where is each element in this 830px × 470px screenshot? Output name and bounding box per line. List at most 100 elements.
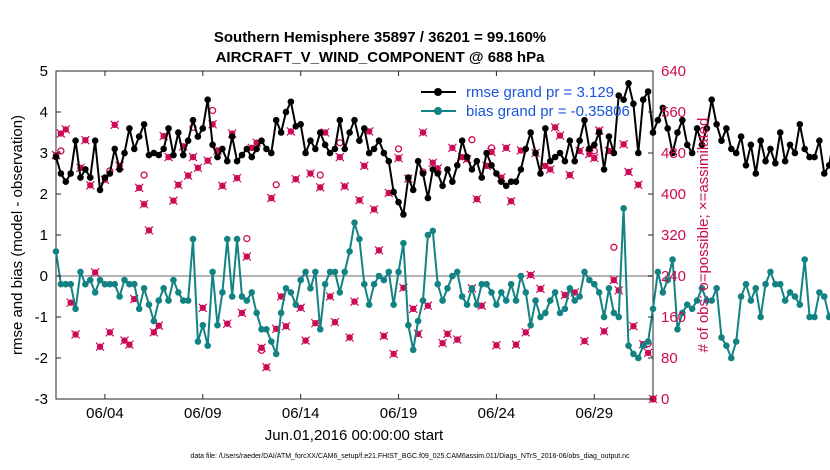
bias-point xyxy=(571,297,579,304)
rmse-point xyxy=(243,145,251,153)
rmse-point xyxy=(625,80,632,87)
bias-point xyxy=(458,293,466,300)
bias-point xyxy=(635,354,642,362)
bias-point xyxy=(762,280,769,288)
bias-point xyxy=(248,289,256,296)
bias-point xyxy=(135,305,143,313)
bias-point xyxy=(287,289,295,296)
rmse-point xyxy=(52,153,60,161)
obs-assimilated-cross xyxy=(379,331,389,341)
bias-point xyxy=(331,268,339,276)
obs-assimilated-cross xyxy=(266,193,276,203)
bias-point xyxy=(630,350,637,358)
rmse-point xyxy=(326,149,334,157)
bias-point xyxy=(434,280,441,288)
obs-assimilated-cross xyxy=(183,171,193,180)
bias-point xyxy=(219,289,226,296)
y-tick-label: 4 xyxy=(40,104,48,121)
obs-assimilated-cross xyxy=(281,321,291,331)
bias-point xyxy=(179,297,187,304)
rmse-point xyxy=(165,125,172,132)
obs-assimilated-cross xyxy=(306,169,315,178)
rmse-point xyxy=(160,145,167,153)
obs-assimilated-marker xyxy=(134,183,144,193)
bias-point xyxy=(111,280,119,288)
obs-assimilated-marker xyxy=(222,319,232,329)
rmse-point xyxy=(463,153,471,161)
obs-possible-marker xyxy=(243,234,251,243)
y-axis-right-label: # of obs: o=possible; ×=assimilated xyxy=(695,118,712,353)
obs-assimilated-marker xyxy=(506,196,516,206)
obs-assimilated-cross xyxy=(76,163,85,173)
bias-point xyxy=(796,301,804,309)
x-tick-label: 06/24 xyxy=(478,405,516,422)
obs-assimilated-marker xyxy=(124,340,134,350)
obs-assimilated-cross xyxy=(643,348,653,358)
bias-point xyxy=(757,313,764,321)
rmse-point xyxy=(762,157,769,165)
bias-point xyxy=(522,289,530,296)
rmse-point xyxy=(703,125,711,132)
rmse-point xyxy=(537,170,544,177)
bias-point xyxy=(703,297,711,304)
rmse-point xyxy=(287,98,295,106)
obs-assimilated-marker xyxy=(599,326,609,336)
rmse-point xyxy=(82,166,89,173)
obs-assimilated-cross xyxy=(85,180,95,190)
rmse-point xyxy=(600,166,608,173)
obs-assimilated-cross xyxy=(452,335,462,344)
obs-assimilated-marker xyxy=(169,196,178,206)
bias-point xyxy=(365,301,373,309)
bias-point xyxy=(375,272,383,280)
bias-point xyxy=(57,280,65,288)
x-axis-label: Jun.01,2016 00:00:00 start xyxy=(265,427,444,444)
rmse-point xyxy=(473,157,481,165)
bias-point xyxy=(718,334,725,341)
bias-point xyxy=(360,280,368,288)
obs-assimilated-cross xyxy=(188,152,198,162)
rmse-point xyxy=(248,153,256,161)
rmse-point xyxy=(121,149,128,157)
obs-assimilated-cross xyxy=(237,308,247,318)
rmse-point xyxy=(375,137,383,144)
bias-point xyxy=(693,297,701,304)
bias-point xyxy=(238,293,246,300)
rmse-point xyxy=(488,162,495,169)
rmse-point xyxy=(630,100,637,108)
rmse-point xyxy=(135,133,143,140)
rmse-point xyxy=(297,121,304,128)
bias-point xyxy=(67,280,74,288)
obs-assimilated-cross xyxy=(580,336,589,346)
chart-subtitle: AIRCRAFT_V_WIND_COMPONENT @ 688 hPa xyxy=(216,49,546,66)
obs-assimilated-marker xyxy=(580,336,589,346)
y-tick-label: 0 xyxy=(40,268,48,285)
bias-point xyxy=(263,326,270,333)
bias-point xyxy=(449,272,456,280)
obs-assimilated-marker xyxy=(389,349,399,359)
obs-assimilated-marker xyxy=(232,173,242,183)
y-right-tick-label: 240 xyxy=(661,268,686,285)
bias-point xyxy=(772,280,779,288)
obs-assimilated-marker xyxy=(291,174,301,184)
rmse-point xyxy=(742,162,750,169)
bias-point xyxy=(150,317,158,325)
obs-assimilated-marker xyxy=(379,331,389,341)
bias-point xyxy=(825,313,830,321)
obs-assimilated-cross xyxy=(589,153,599,163)
obs-assimilated-cross xyxy=(584,149,594,159)
obs-assimilated-marker xyxy=(139,199,149,209)
bias-point xyxy=(600,313,608,321)
bias-point xyxy=(713,285,720,292)
obs-assimilated-marker xyxy=(438,338,448,348)
rmse-point xyxy=(72,137,79,144)
rmse-point xyxy=(424,194,432,202)
bias-point xyxy=(727,354,735,362)
rmse-point xyxy=(62,178,70,185)
obs-assimilated-cross xyxy=(124,340,134,350)
obs-assimilated-marker xyxy=(310,318,320,328)
rmse-point xyxy=(390,188,397,196)
rmse-point xyxy=(380,149,388,157)
obs-assimilated-marker xyxy=(619,139,629,149)
rmse-point xyxy=(302,149,309,157)
